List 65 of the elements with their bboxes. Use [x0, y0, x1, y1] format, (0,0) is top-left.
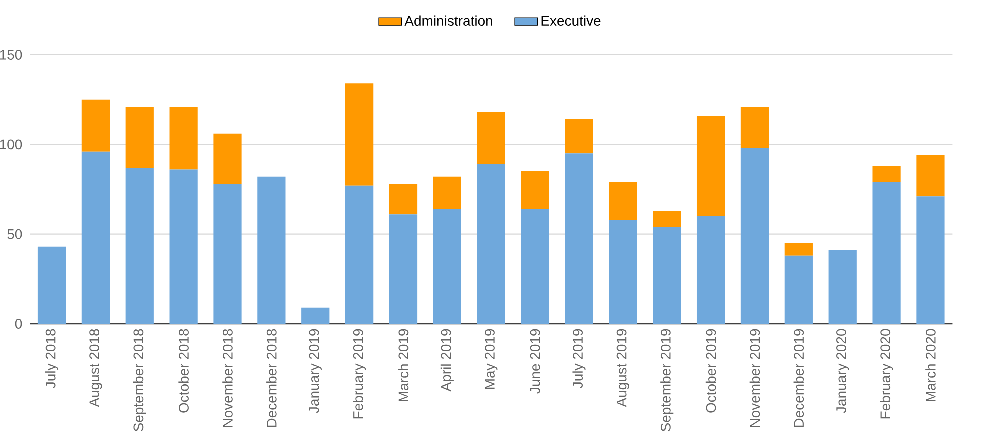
- bar: [740, 106, 770, 148]
- x-tick-label: December 2019: [794, 329, 804, 428]
- x-tick-label: July 2019: [572, 329, 586, 388]
- bar: [696, 216, 726, 324]
- y-tick-label: 50: [8, 229, 22, 240]
- bar: [521, 172, 550, 210]
- bar: [126, 168, 154, 324]
- bar: [828, 250, 857, 324]
- bar: [389, 184, 418, 215]
- bar: [696, 116, 726, 216]
- x-tick-label: May 2019: [485, 329, 498, 390]
- bar: [82, 100, 110, 152]
- x-tick-label: February 2020: [880, 329, 894, 419]
- bar: [389, 214, 418, 324]
- bar: [565, 154, 594, 324]
- x-tick-label: January 2019: [309, 329, 322, 414]
- x-tick-label: November 2018: [222, 329, 233, 428]
- bar: [872, 182, 901, 324]
- x-tick-label: January 2020: [836, 329, 850, 414]
- bar: [653, 211, 682, 228]
- x-tick-label: October 2019: [706, 329, 716, 413]
- bar: [653, 227, 682, 324]
- legend-label: Administration: [404, 16, 492, 26]
- y-tick-label: 150: [0, 50, 22, 60]
- x-tick-label: September 2019: [660, 329, 674, 432]
- bar: [565, 120, 594, 154]
- bar: [916, 196, 945, 324]
- bar: [302, 308, 330, 324]
- x-tick-label: November 2019: [750, 329, 760, 428]
- bar: [609, 182, 638, 220]
- bar: [214, 134, 242, 184]
- bar: [170, 170, 198, 324]
- bar: [916, 155, 945, 197]
- y-tick-label: 100: [0, 140, 22, 150]
- bar: [784, 256, 813, 324]
- bar: [346, 186, 374, 324]
- bar: [82, 152, 110, 324]
- x-tick-label: July 2018: [45, 329, 59, 388]
- bar: [740, 148, 770, 324]
- x-tick-label: October 2018: [178, 329, 189, 413]
- x-tick-label: March 2020: [926, 329, 936, 402]
- x-tick-label: June 2019: [530, 329, 540, 394]
- x-tick-label: August 2019: [616, 329, 630, 408]
- x-tick-label: December 2018: [266, 329, 277, 428]
- x-tick-label: April 2019: [440, 329, 454, 392]
- x-tick-label: August 2018: [90, 329, 102, 408]
- y-tick-label: 0: [15, 319, 22, 329]
- bar: [433, 209, 462, 324]
- bar: [126, 106, 154, 168]
- legend-label: Executive: [542, 16, 601, 26]
- bar: [170, 106, 198, 170]
- x-tick-label: March 2019: [398, 329, 409, 402]
- bar: [258, 176, 286, 324]
- bar: [784, 243, 813, 256]
- bar: [214, 184, 242, 324]
- x-tick-label: September 2018: [133, 329, 146, 432]
- bar: [38, 246, 66, 324]
- bar: [521, 209, 550, 324]
- bar: [477, 164, 506, 324]
- bar: [609, 220, 638, 324]
- x-tick-label: February 2019: [353, 329, 366, 419]
- bar: [433, 176, 462, 210]
- bar: [477, 112, 506, 164]
- bar: [346, 84, 374, 186]
- bar: [872, 166, 901, 182]
